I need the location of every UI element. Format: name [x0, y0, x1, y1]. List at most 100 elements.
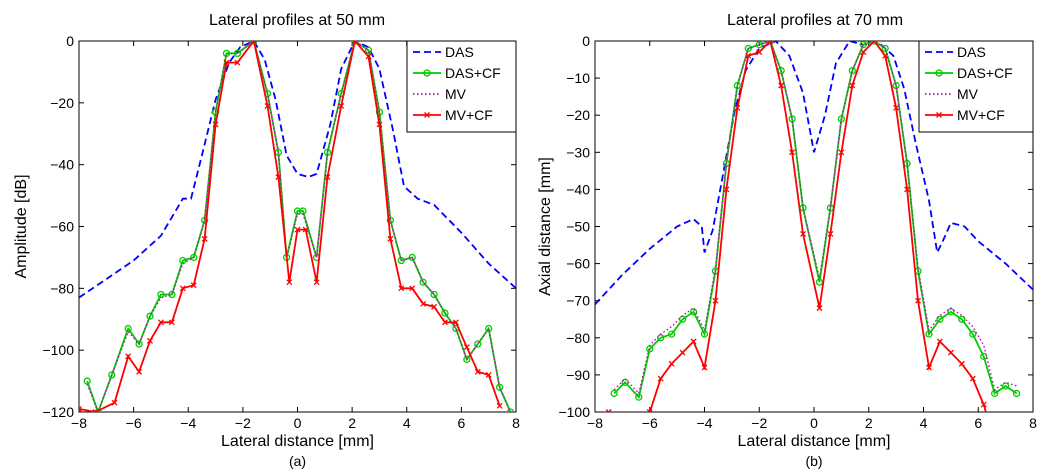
y-tick-label: −40	[50, 157, 74, 173]
legend-label: DAS	[445, 44, 474, 60]
data-point	[668, 330, 676, 338]
data-point	[778, 82, 785, 89]
legend-label: DAS+CF	[957, 65, 1013, 81]
y-tick-label: −100	[42, 342, 74, 358]
data-point	[936, 338, 943, 345]
data-point	[275, 174, 282, 180]
x-axis-label: Lateral distance [mm]	[221, 433, 374, 450]
data-point	[234, 59, 241, 66]
data-point	[634, 439, 639, 444]
data-point	[324, 174, 331, 180]
data-point	[190, 282, 197, 289]
data-point	[837, 115, 846, 123]
series-line-das	[79, 41, 516, 299]
series-line-mv	[86, 41, 512, 412]
x-tick-label: 2	[865, 415, 873, 431]
chart-panel-2: −8 −6 −4 −2 0 2 4 6 80−10−20−30−40−50−60−70−80−9…	[537, 12, 1037, 469]
legend-label: MV+CF	[445, 107, 493, 123]
data-point	[859, 41, 867, 49]
data-point	[733, 81, 741, 90]
data-point	[452, 319, 459, 326]
data-point	[463, 355, 471, 364]
y-tick-label: 0	[66, 33, 74, 49]
data-point	[190, 253, 198, 262]
data-point	[723, 186, 730, 193]
data-point	[870, 41, 878, 45]
data-point	[168, 319, 175, 326]
data-point	[800, 230, 807, 237]
legend-marker	[423, 69, 431, 77]
data-point	[474, 368, 481, 375]
data-point	[827, 230, 834, 237]
data-point	[816, 305, 823, 312]
data-point	[1001, 382, 1010, 390]
data-point	[463, 344, 470, 351]
legend-label: DAS	[957, 44, 986, 60]
x-tick-label: 8	[512, 415, 520, 431]
y-tick-label: −60	[50, 219, 74, 235]
data-point	[108, 371, 116, 379]
data-point	[610, 389, 618, 398]
chart-title: Lateral profiles at 50 mm	[209, 12, 385, 29]
y-tick-label: −90	[566, 367, 590, 383]
data-point	[860, 49, 867, 56]
data-point	[94, 408, 102, 412]
data-point	[376, 121, 383, 128]
series-line-mv	[613, 41, 1017, 395]
series-line-das-cf	[613, 41, 1018, 400]
x-tick-label: 6	[457, 415, 465, 431]
data-point	[286, 279, 293, 286]
data-point	[958, 315, 966, 323]
y-tick-label: −20	[566, 107, 590, 123]
data-point	[936, 315, 944, 323]
data-point	[789, 149, 796, 156]
data-point	[679, 349, 686, 356]
y-axis-label: Axial distance [mm]	[537, 157, 554, 296]
x-tick-label: −4	[697, 415, 713, 431]
data-point	[200, 216, 209, 224]
legend: DAS DAS+CF MV MV+CF	[918, 40, 1034, 133]
data-point	[958, 360, 965, 367]
data-point	[668, 360, 675, 367]
data-point	[179, 256, 187, 265]
data-point	[980, 401, 987, 408]
legend-marker	[424, 112, 430, 118]
data-point	[969, 375, 976, 382]
data-point	[92, 409, 99, 412]
data-point	[441, 309, 449, 317]
data-point	[734, 104, 741, 111]
data-point	[431, 303, 438, 310]
data-point	[212, 121, 219, 128]
series-line-das	[595, 41, 1033, 306]
series-layer	[595, 41, 1033, 459]
data-point	[969, 330, 977, 338]
data-point	[882, 52, 889, 59]
data-point	[947, 349, 954, 356]
data-point	[351, 41, 358, 44]
data-point	[397, 256, 405, 265]
data-point	[294, 226, 301, 233]
x-tick-label: 0	[294, 415, 302, 431]
data-point	[223, 59, 230, 66]
y-tick-label: 0	[582, 33, 590, 49]
x-tick-label: 0	[810, 415, 818, 431]
data-point	[849, 82, 856, 89]
y-tick-label: −80	[566, 330, 590, 346]
data-point	[838, 149, 845, 156]
data-point	[871, 41, 878, 44]
legend-marker	[935, 69, 943, 77]
data-point	[474, 340, 482, 348]
chart-panel-1: −8 −6 −4 −2 0 2 4 6 80−20−40−60−80−100−120Latera…	[13, 12, 520, 469]
legend-label: MV	[445, 86, 467, 102]
y-tick-label: −100	[558, 404, 590, 420]
data-point	[485, 371, 492, 378]
legend-label: MV	[957, 86, 979, 102]
legend-label: DAS+CF	[445, 65, 501, 81]
data-point	[848, 67, 856, 75]
data-point	[623, 421, 628, 426]
data-point	[313, 279, 320, 286]
data-point	[83, 377, 91, 385]
data-point	[1003, 454, 1008, 459]
data-point	[442, 319, 448, 326]
